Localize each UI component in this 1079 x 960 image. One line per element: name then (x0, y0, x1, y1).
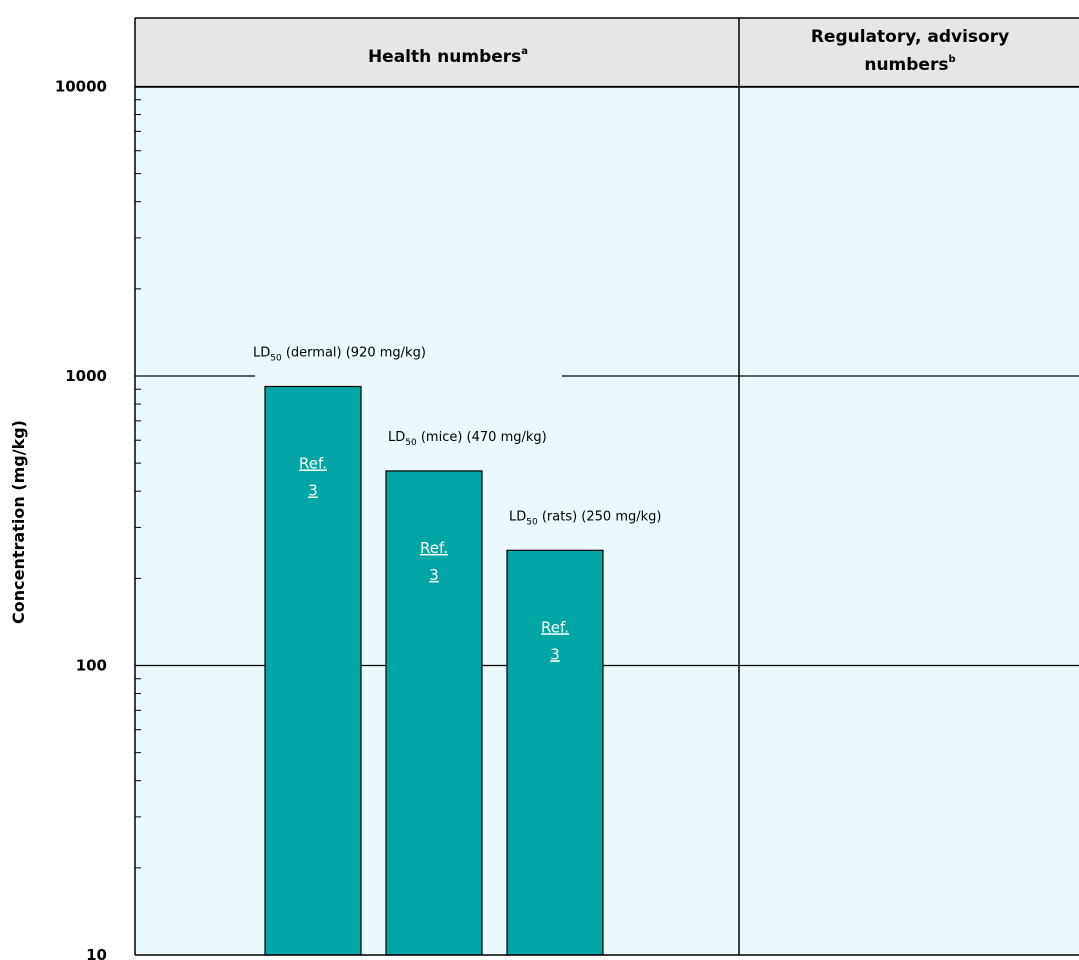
regulatory-header-line2: numbersb (864, 54, 955, 75)
ref-link[interactable]: Ref. (541, 618, 569, 636)
y-tick-label: 10000 (55, 78, 107, 96)
y-tick-labels: 10 100 1000 10000 (55, 78, 107, 960)
bar-label: LD50 (dermal) (920 mg/kg) (253, 345, 426, 363)
regulatory-header-line1: Regulatory, advisory (811, 27, 1009, 47)
bar-group: LD50 (mice) (470 mg/kg) Ref. 3 (385, 430, 547, 956)
y-tick-label: 10 (86, 946, 107, 960)
bar (264, 385, 362, 956)
bar (385, 470, 483, 956)
bar-group: LD50 (dermal) (920 mg/kg) Ref. 3 (253, 345, 426, 956)
y-tick-label: 100 (76, 657, 107, 675)
health-numbers-header: Health numbersa (368, 46, 528, 67)
ref-link[interactable]: Ref. (420, 539, 448, 557)
ref-link-number[interactable]: 3 (550, 645, 560, 663)
ref-link-number[interactable]: 3 (308, 481, 318, 499)
y-axis-label: Concentration (mg/kg) (9, 420, 28, 624)
ref-link-number[interactable]: 3 (429, 566, 439, 584)
minor-ticks (135, 99, 141, 869)
bar-label: LD50 (mice) (470 mg/kg) (388, 430, 547, 448)
bar-label: LD50 (rats) (250 mg/kg) (509, 509, 661, 527)
column-header-bar (135, 18, 1079, 87)
y-tick-label: 1000 (65, 367, 107, 385)
ref-link[interactable]: Ref. (299, 454, 327, 472)
bar (506, 549, 604, 956)
